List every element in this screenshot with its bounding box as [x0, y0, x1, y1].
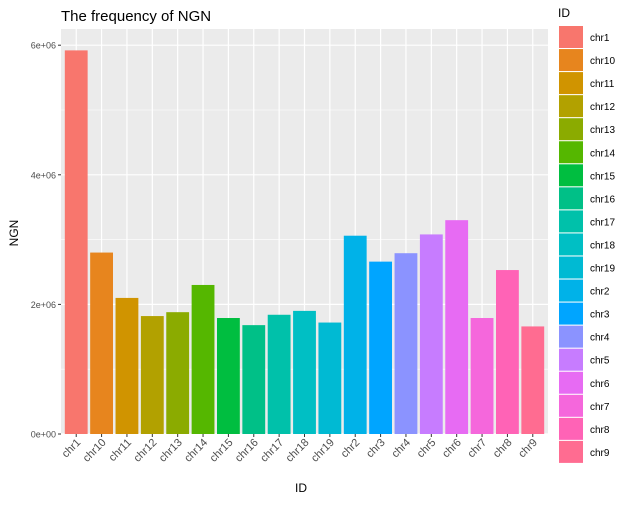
x-tick-label: chr16	[233, 437, 261, 465]
legend-key-chr8	[559, 417, 583, 440]
legend-label: chr15	[590, 171, 615, 182]
legend-key-chr10	[559, 49, 583, 72]
x-tick-label: chr4	[389, 437, 413, 461]
bar-chr16	[242, 325, 266, 434]
y-axis-title: NGN	[7, 220, 21, 247]
legend-key-chr7	[559, 394, 583, 417]
x-tick-label: chr7	[466, 437, 490, 461]
legend-label: chr1	[590, 33, 610, 44]
bar-chr3	[369, 261, 393, 434]
legend-label: chr18	[590, 240, 615, 251]
x-tick-label: chr11	[107, 437, 134, 464]
legend-key-chr17	[559, 210, 583, 233]
y-tick-label: 4e+06	[31, 170, 56, 180]
legend-label: chr14	[590, 148, 615, 159]
bar-chr12	[140, 316, 164, 434]
bar-chr18	[293, 310, 316, 434]
legend-key-chr11	[559, 72, 583, 95]
bar-chr13	[166, 312, 190, 434]
legend-label: chr9	[590, 448, 610, 459]
legend-label: chr13	[590, 125, 615, 136]
bar-chr1	[64, 50, 88, 434]
bar-chr7	[470, 318, 494, 434]
bar-chr2	[343, 235, 367, 434]
x-tick-label: chr12	[131, 437, 159, 465]
y-tick-label: 0e+00	[31, 430, 56, 440]
legend-key-chr13	[559, 118, 583, 141]
bar-chr10	[90, 252, 113, 434]
legend-label: chr19	[590, 264, 615, 275]
x-tick-label: chr9	[516, 437, 540, 461]
x-tick-label: chr17	[258, 437, 286, 465]
x-tick-label: chr1	[60, 437, 84, 461]
legend-key-chr1	[559, 26, 583, 48]
x-tick-label: chr3	[364, 437, 388, 461]
legend-label: chr12	[590, 102, 615, 113]
bar-chr15	[216, 318, 240, 434]
y-tick-label: 2e+06	[31, 300, 56, 310]
legend-key-chr16	[559, 187, 583, 210]
legend-label: chr11	[590, 79, 615, 90]
legend-key-chr19	[559, 256, 583, 279]
legend-label: chr8	[590, 425, 610, 436]
plot-panel: 0e+002e+064e+066e+06chr1chr10chr11chr12c…	[31, 29, 548, 465]
legend-key-chr2	[559, 279, 583, 302]
bar-chr6	[445, 220, 469, 434]
legend-label: chr7	[590, 402, 610, 413]
legend-key-chr5	[559, 348, 583, 371]
bar-chr9	[521, 326, 545, 434]
bar-chr14	[191, 284, 215, 434]
bar-chr17	[267, 314, 291, 434]
legend-key-chr14	[559, 141, 583, 164]
y-tick-label: 6e+06	[31, 41, 56, 51]
legend-label: chr10	[590, 56, 615, 67]
legend-key-chr18	[559, 233, 583, 256]
legend: chr1 chr10 chr11 chr12 chr13 chr14 chr15 chr16 c…	[559, 26, 615, 463]
legend-key-chr12	[559, 95, 583, 118]
bar-chr8	[496, 270, 519, 434]
x-tick-label: chr15	[208, 437, 236, 465]
bar-chr5	[419, 234, 443, 434]
legend-key-chr3	[559, 302, 583, 325]
x-tick-label: chr18	[284, 437, 312, 465]
legend-label: chr6	[590, 379, 610, 390]
x-axis-title: ID	[295, 481, 307, 495]
legend-label: chr2	[590, 287, 610, 298]
legend-title: ID	[558, 6, 570, 20]
x-tick-label: chr14	[182, 437, 210, 465]
legend-key-chr6	[559, 371, 583, 394]
x-tick-label: chr6	[440, 437, 464, 461]
legend-key-chr9	[559, 440, 583, 463]
legend-label: chr17	[590, 217, 615, 228]
x-tick-label: chr10	[81, 437, 109, 465]
x-tick-label: chr19	[309, 437, 337, 465]
x-tick-label: chr2	[339, 437, 363, 461]
bar-chr11	[115, 297, 139, 434]
x-tick-label: chr5	[415, 437, 439, 461]
legend-key-chr15	[559, 164, 583, 187]
bar-chr4	[394, 253, 418, 434]
legend-label: chr5	[590, 356, 610, 367]
legend-key-chr4	[559, 325, 583, 348]
legend-label: chr16	[590, 194, 615, 205]
legend-label: chr4	[590, 333, 610, 344]
x-tick-label: chr13	[157, 437, 185, 465]
bar-chr19	[318, 322, 342, 434]
legend-label: chr3	[590, 310, 610, 321]
chart-title: The frequency of NGN	[61, 8, 211, 25]
x-tick-label: chr8	[491, 437, 515, 461]
